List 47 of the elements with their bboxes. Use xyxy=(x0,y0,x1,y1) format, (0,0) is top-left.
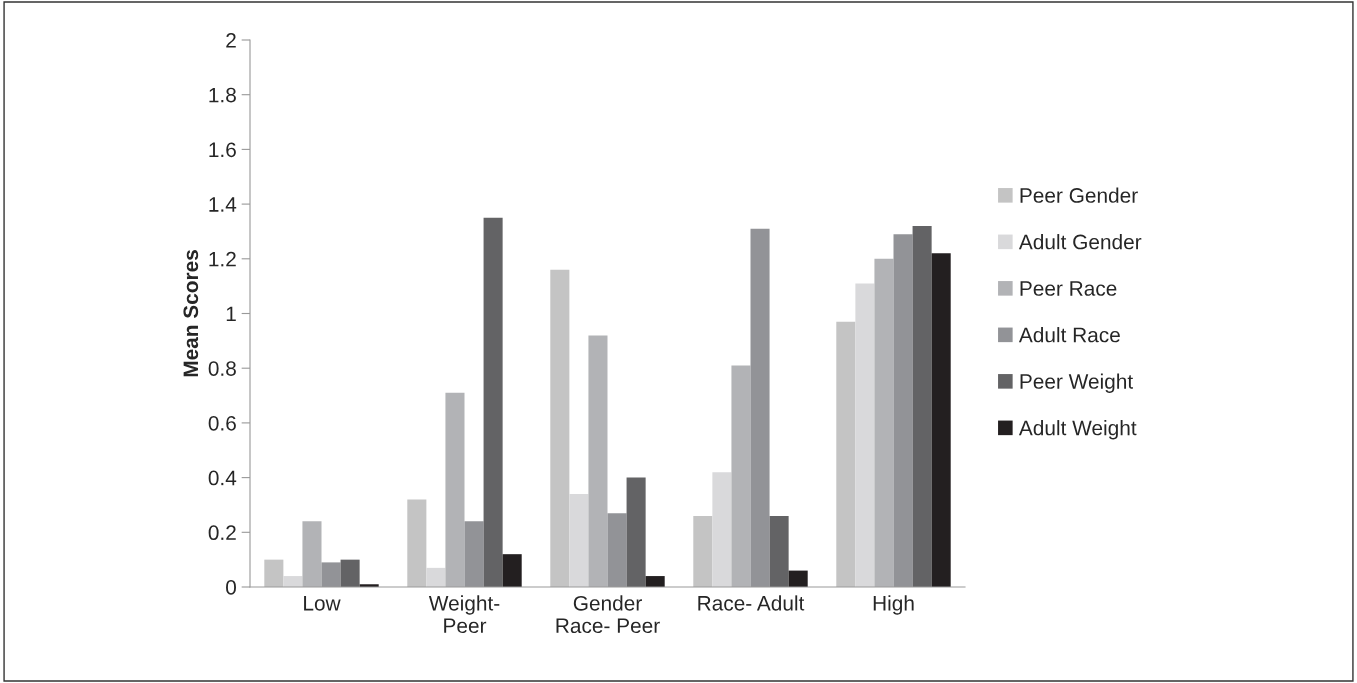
y-tick-label: 1.4 xyxy=(209,197,237,212)
bar xyxy=(264,559,284,587)
bar xyxy=(445,392,465,587)
legend-label: Adult Race xyxy=(1018,327,1120,343)
y-tick-label: 0.8 xyxy=(208,361,236,376)
x-tick-label: High xyxy=(873,595,914,615)
bar xyxy=(502,554,522,587)
y-tick-label: 0.4 xyxy=(208,470,237,486)
bar xyxy=(874,258,894,587)
bar xyxy=(340,559,360,587)
legend-label: Peer Race xyxy=(1020,281,1117,296)
bar xyxy=(588,335,608,587)
legend-label: Peer Gender xyxy=(1020,187,1138,203)
bar xyxy=(912,225,932,587)
legend-label: Adult Weight xyxy=(1018,420,1137,440)
bar xyxy=(483,217,503,587)
y-tick-label: 1.8 xyxy=(209,87,236,103)
x-tick-label: Race- Adult xyxy=(698,595,805,611)
bar xyxy=(645,576,665,587)
bar xyxy=(302,521,322,587)
bar xyxy=(731,365,751,587)
y-tick-label: 1 xyxy=(226,306,236,322)
y-tick-label: 0.2 xyxy=(208,525,236,541)
bar xyxy=(931,253,951,587)
y-tick-label: 0.6 xyxy=(208,415,236,431)
bar xyxy=(426,567,446,587)
bar xyxy=(693,515,713,587)
bar xyxy=(769,515,789,587)
y-tick-label: 1.6 xyxy=(209,142,236,158)
y-tick-label: 1.2 xyxy=(209,251,236,267)
bar xyxy=(550,269,570,587)
bar xyxy=(712,472,732,587)
bar xyxy=(569,494,589,587)
x-tick-label: Low xyxy=(304,596,341,611)
bar xyxy=(788,570,808,587)
x-tick-label: Weight- Peer xyxy=(428,595,500,634)
bar xyxy=(626,477,646,587)
legend-label: Adult Gender xyxy=(1018,234,1142,250)
bar xyxy=(283,576,303,587)
bar xyxy=(836,321,856,587)
legend-label: Peer Weight xyxy=(1020,373,1133,393)
x-tick-label: Gender Race- Peer xyxy=(556,595,660,634)
y-tick-label: 0 xyxy=(226,580,236,595)
bar xyxy=(407,499,427,587)
bar xyxy=(855,283,875,587)
y-tick-label: 2 xyxy=(226,33,236,48)
y-axis-title: Mean Scores xyxy=(183,250,199,377)
